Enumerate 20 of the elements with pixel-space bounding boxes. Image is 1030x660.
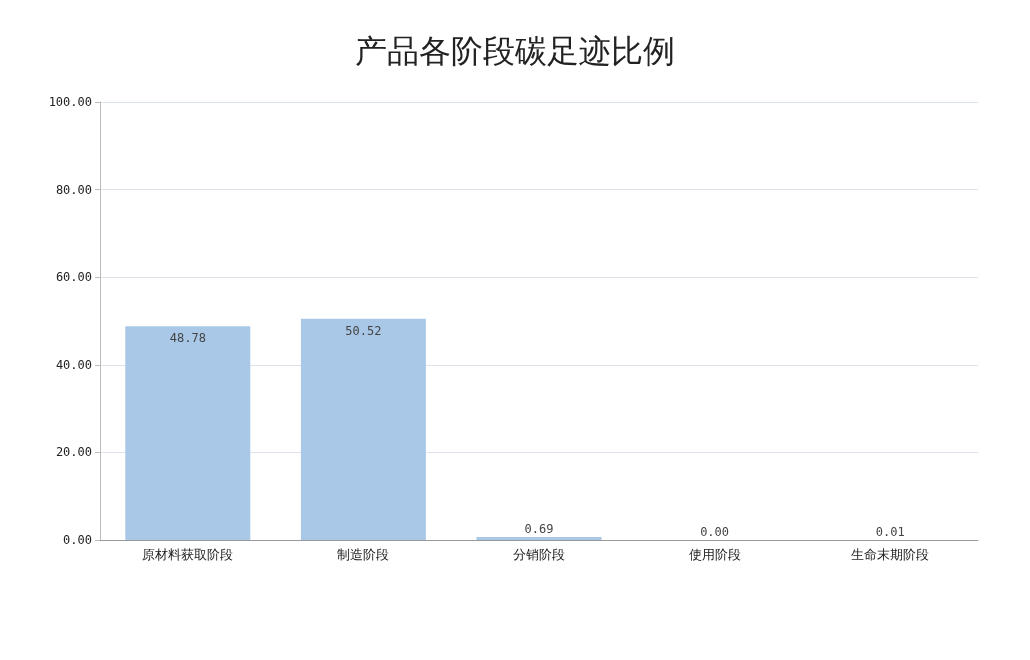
x-tick-label: 生命末期阶段: [851, 547, 930, 562]
bar: [125, 326, 251, 540]
y-tick-label: 20.00: [55, 445, 92, 460]
bar: [476, 536, 602, 540]
y-tick-label: 40.00: [55, 357, 92, 372]
data-label: 0.00: [700, 525, 730, 539]
x-tick-label: 原材料获取阶段: [142, 547, 234, 562]
data-label: 50.52: [345, 323, 382, 338]
data-label: 48.78: [169, 331, 206, 346]
x-tick-label: 使用阶段: [688, 547, 741, 562]
x-tick-label: 制造阶段: [337, 547, 390, 562]
y-tick-label: 0.00: [63, 533, 92, 547]
bar: [300, 318, 426, 540]
data-label: 0.69: [524, 521, 554, 536]
y-tick-label: 80.00: [55, 182, 92, 197]
y-tick-label: 100.00: [48, 95, 92, 109]
data-label: 0.01: [875, 524, 905, 539]
x-tick-label: 分销阶段: [513, 547, 565, 562]
chart-title: 产品各阶段碳足迹比例: [355, 32, 675, 70]
y-tick-label: 60.00: [55, 270, 92, 285]
